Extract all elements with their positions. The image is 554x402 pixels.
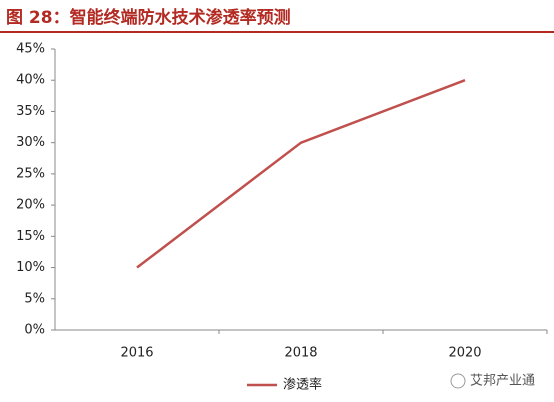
x-tick-label: 2018: [284, 346, 317, 361]
chart-title: 图 28：智能终端防水技术渗透率预测: [6, 7, 291, 28]
legend-label: 渗透率: [283, 377, 322, 393]
y-tick-label: 35%: [16, 104, 45, 119]
y-tick-label: 25%: [16, 166, 45, 181]
title-rule: [0, 31, 554, 33]
watermark: 艾邦产业通: [450, 373, 535, 389]
y-tick-label: 20%: [16, 198, 45, 213]
y-tick-label: 15%: [16, 229, 45, 244]
y-tick-label: 0%: [24, 323, 45, 338]
x-tick-label: 2016: [120, 346, 153, 361]
y-tick-label: 40%: [16, 73, 45, 88]
y-tick-label: 10%: [16, 260, 45, 275]
y-tick-label: 45%: [16, 42, 45, 57]
x-tick-label: 2020: [448, 346, 481, 361]
watermark-text: 艾邦产业通: [470, 374, 535, 389]
y-tick-label: 5%: [24, 291, 45, 306]
line-series: [136, 79, 466, 269]
y-tick-label: 30%: [16, 135, 45, 150]
watermark-icon: [450, 373, 466, 389]
